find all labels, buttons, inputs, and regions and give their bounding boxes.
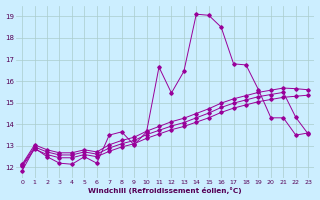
X-axis label: Windchill (Refroidissement éolien,°C): Windchill (Refroidissement éolien,°C) xyxy=(88,187,242,194)
